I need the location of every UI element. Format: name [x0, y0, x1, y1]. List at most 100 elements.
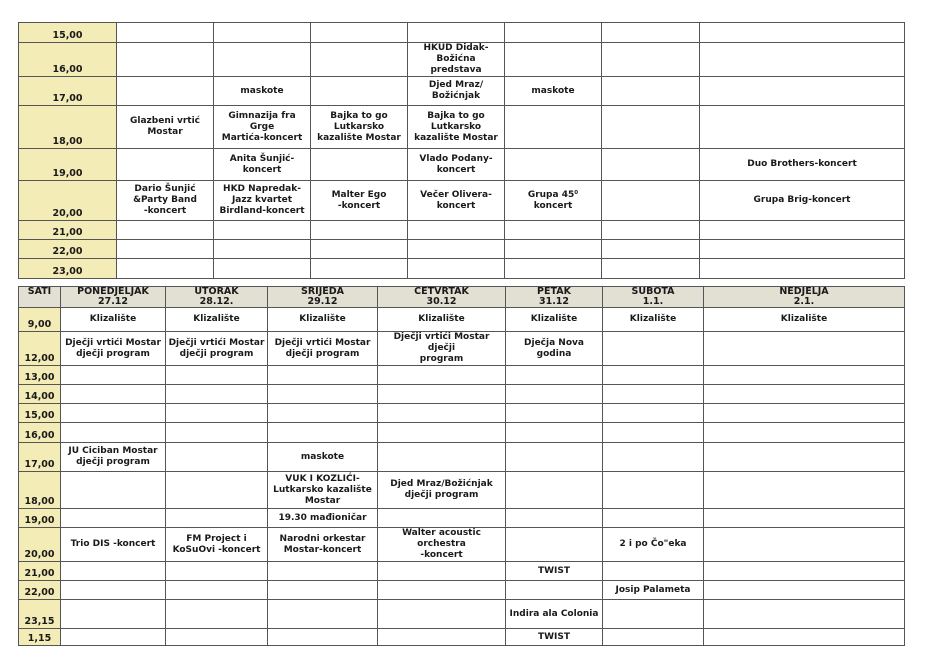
event-cell: Djed Mraz/ Božićnjak	[407, 76, 505, 106]
header-day: NEDJELJA 2.1.	[703, 286, 905, 308]
event-cell: Klizalište	[602, 307, 704, 332]
event-cell	[703, 580, 905, 600]
event-cell: Josip Palameta	[602, 580, 704, 600]
event-cell	[601, 220, 700, 240]
event-cell	[267, 580, 378, 600]
table-row: 20,00 Dario Šunjić &Party Band -koncert HK…	[18, 180, 905, 221]
event-cell: Indira ala Colonia	[505, 599, 603, 629]
event-cell	[504, 239, 602, 259]
event-cell	[699, 239, 905, 259]
event-cell	[504, 258, 602, 279]
header-day: SUBOTA 1.1.	[602, 286, 704, 308]
event-cell	[601, 105, 700, 149]
event-cell	[377, 403, 506, 423]
event-cell	[377, 508, 506, 528]
event-cell	[165, 580, 268, 600]
event-cell	[165, 471, 268, 509]
event-cell	[699, 76, 905, 106]
event-cell: maskote	[267, 442, 378, 472]
event-cell	[505, 422, 603, 443]
event-cell: Bajka to go Lutkarsko kazalište Mostar	[310, 105, 408, 149]
table-row: 23,15 Indira ala Colonia	[18, 599, 905, 629]
event-cell: Dječji vrtići Mostar dječji program	[165, 331, 268, 366]
event-cell: Dario Šunjić &Party Band -koncert	[116, 180, 214, 221]
time-cell: 12,00	[18, 331, 61, 366]
event-cell	[703, 365, 905, 385]
table-row: 21,00 TWIST	[18, 561, 905, 581]
event-cell	[60, 403, 166, 423]
event-cell	[504, 220, 602, 240]
event-cell: Vlado Podany- koncert	[407, 148, 505, 181]
time-cell: 20,00	[18, 180, 117, 221]
event-cell	[60, 580, 166, 600]
event-cell	[267, 599, 378, 629]
event-cell: Dječji vrtići Mostar dječji program	[60, 331, 166, 366]
event-cell	[703, 471, 905, 509]
table-row: 23,00	[18, 258, 905, 279]
event-cell	[165, 365, 268, 385]
event-cell: Gimnazija fra Grge Martića-koncert	[213, 105, 311, 149]
event-cell	[116, 22, 214, 43]
event-cell	[213, 220, 311, 240]
event-cell	[407, 22, 505, 43]
event-cell	[703, 422, 905, 443]
event-cell: Trio DIS -koncert	[60, 527, 166, 562]
event-cell: maskote	[504, 76, 602, 106]
event-cell	[703, 527, 905, 562]
table-row: 19,00 Anita Šunjić- koncert Vlado Podany- …	[18, 148, 905, 181]
event-cell	[377, 561, 506, 581]
table-row: 16,00	[18, 422, 905, 443]
event-cell: Dječja Nova godina	[505, 331, 603, 366]
event-cell	[267, 365, 378, 385]
time-cell: 17,00	[18, 76, 117, 106]
event-cell	[505, 580, 603, 600]
event-cell	[504, 105, 602, 149]
event-cell	[601, 180, 700, 221]
event-cell: Anita Šunjić- koncert	[213, 148, 311, 181]
event-cell	[213, 239, 311, 259]
event-cell: Grupa 45⁰ koncert	[504, 180, 602, 221]
event-cell	[505, 508, 603, 528]
schedule-table-top: 15,00 16,00 HKUD Didak- Božićna predstava 1…	[18, 22, 905, 279]
time-cell: 22,00	[18, 580, 61, 600]
table-row: 1,15 TWIST	[18, 628, 905, 646]
event-cell	[165, 422, 268, 443]
event-cell	[60, 384, 166, 404]
event-cell	[601, 258, 700, 279]
event-cell	[602, 599, 704, 629]
event-cell	[504, 22, 602, 43]
event-cell	[165, 628, 268, 646]
event-cell	[60, 365, 166, 385]
table-row: 21,00	[18, 220, 905, 240]
time-cell: 15,00	[18, 22, 117, 43]
event-cell	[602, 403, 704, 423]
table-row: 14,00	[18, 384, 905, 404]
table-row: 17,00 maskote Djed Mraz/ Božićnjak maskote	[18, 76, 905, 106]
event-cell	[116, 148, 214, 181]
event-cell: Bajka to go Lutkarsko kazalište Mostar	[407, 105, 505, 149]
event-cell: Duo Brothers-koncert	[699, 148, 905, 181]
event-cell	[407, 220, 505, 240]
event-cell	[699, 22, 905, 43]
event-cell	[310, 148, 408, 181]
event-cell: Klizalište	[165, 307, 268, 332]
event-cell	[310, 76, 408, 106]
event-cell	[377, 599, 506, 629]
event-cell: Grupa Brig-koncert	[699, 180, 905, 221]
time-cell: 23,00	[18, 258, 117, 279]
event-cell	[60, 471, 166, 509]
event-cell	[505, 471, 603, 509]
event-cell	[703, 508, 905, 528]
header-sati: SATI	[18, 286, 61, 308]
event-cell	[601, 76, 700, 106]
event-cell	[116, 239, 214, 259]
event-cell	[703, 442, 905, 472]
event-cell	[267, 403, 378, 423]
event-cell	[602, 365, 704, 385]
event-cell	[703, 561, 905, 581]
event-cell	[116, 76, 214, 106]
event-cell	[601, 42, 700, 77]
event-cell	[213, 22, 311, 43]
event-cell	[505, 527, 603, 562]
table-row: 20,00 Trio DIS -koncert FM Project i KoSuO…	[18, 527, 905, 562]
